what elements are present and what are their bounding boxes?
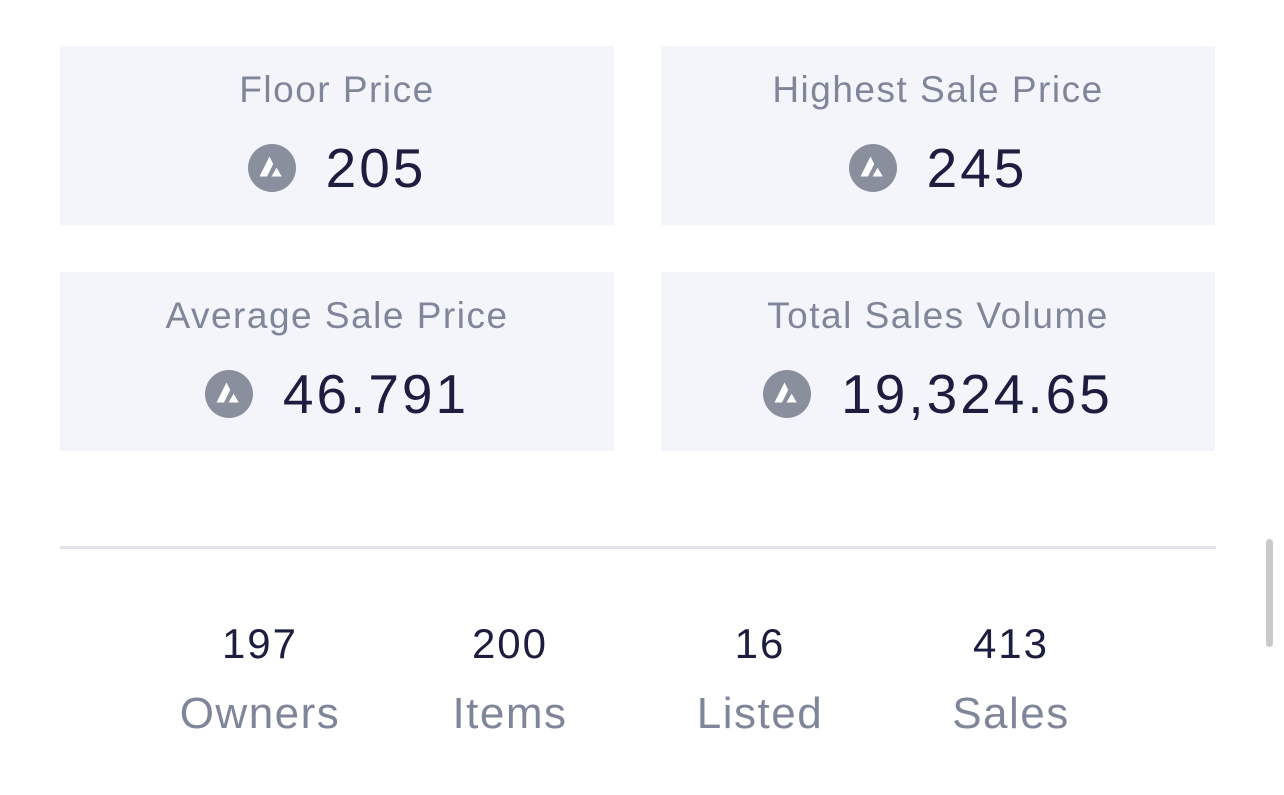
stat-items[interactable]: 200 Items [390,618,630,742]
stat-sales[interactable]: 413 Sales [891,618,1131,742]
highest-sale-price-value: 245 [926,137,1028,199]
stat-sales-value: 413 [972,620,1050,667]
avalanche-icon [247,144,296,192]
total-sales-volume-label: Total Sales Volume [767,295,1109,336]
average-sale-price-label: Average Sale Price [165,295,509,336]
highest-sale-price-value-row: 245 [661,138,1215,198]
stat-listed-label: Listed [696,689,824,738]
stat-owners[interactable]: 197 Owners [140,618,380,742]
floor-price-card: Floor Price 205 [60,46,614,225]
average-sale-price-value-row: 46.791 [60,364,614,424]
stat-sales-label: Sales [952,689,1070,738]
scrollbar-thumb[interactable] [1266,539,1273,647]
average-sale-price-value: 46.791 [282,363,470,425]
collection-stats-row: 197 Owners 200 Items 16 Listed 413 Sales [0,618,1284,748]
stat-listed[interactable]: 16 Listed [640,618,880,742]
highest-sale-price-label: Highest Sale Price [772,69,1104,110]
total-sales-volume-value-row: 19,324.65 [661,364,1215,424]
stat-owners-label: Owners [179,689,341,738]
stat-owners-value: 197 [221,620,299,667]
total-sales-volume-card: Total Sales Volume 19,324.65 [661,272,1215,451]
stat-items-value: 200 [471,620,549,667]
avalanche-icon [763,370,812,418]
avalanche-icon [848,144,897,192]
highest-sale-price-card: Highest Sale Price 245 [661,46,1215,225]
average-sale-price-card: Average Sale Price 46.791 [60,272,614,451]
stat-listed-value: 16 [734,620,786,667]
total-sales-volume-value: 19,324.65 [841,363,1113,425]
avalanche-icon [204,370,253,418]
stat-items-label: Items [452,689,568,738]
floor-price-value-row: 205 [60,138,614,198]
floor-price-label: Floor Price [239,69,435,110]
floor-price-value: 205 [325,137,427,199]
section-divider [60,546,1216,549]
